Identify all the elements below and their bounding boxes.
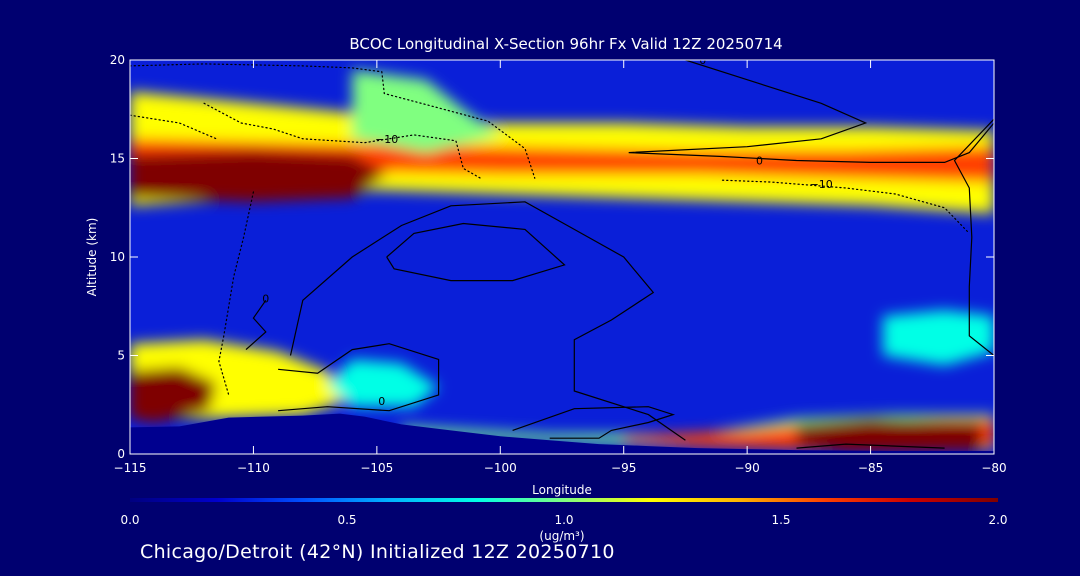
x-tick-label: −95: [611, 461, 636, 475]
colorbar-tick-label: 1.0: [554, 513, 573, 527]
colorbar-tick-label: 0.5: [337, 513, 356, 527]
contour-line-zero: [512, 406, 676, 439]
region-surface-west-core: [130, 367, 217, 423]
contour-label: −10: [375, 133, 398, 146]
contour-line-zero: [953, 118, 994, 356]
colorbar-tick-label: 2.0: [988, 513, 1007, 527]
colorbar: 0.0 0.5 1.0 1.5 2.0 (ug/m³): [120, 498, 1008, 543]
x-axis-label: Longitude: [532, 483, 592, 497]
y-axis: 0 5 10 15 20: [110, 53, 994, 461]
colorbar-ticks: 0.0 0.5 1.0 1.5 2.0: [120, 513, 1007, 527]
y-tick-label: 0: [117, 447, 125, 461]
x-axis: −115 −110 −105 −100 −95 −90 −85 −80: [114, 60, 1007, 475]
region-band-core: [130, 138, 994, 183]
region-plume-104: [327, 359, 439, 407]
contour-line-zero: [386, 222, 566, 282]
x-tick-label: −115: [114, 461, 147, 475]
plot-area: 0 0 0 0 −10 −10: [130, 54, 994, 454]
x-tick-label: −110: [237, 461, 270, 475]
contour-label: 0: [262, 292, 269, 305]
contour-line-negative: [218, 191, 254, 396]
y-tick-label: 10: [110, 250, 125, 264]
contour-label: −10: [810, 178, 833, 191]
colorbar-unit-label: (ug/m³): [539, 529, 584, 543]
colorbar-strip: [130, 498, 998, 502]
contour-line-zero: [628, 60, 994, 163]
contour-label: 0: [699, 54, 706, 67]
contour-line-negative: [130, 114, 217, 140]
footer-caption: Chicago/Detroit (42°N) Initialized 12Z 2…: [140, 541, 615, 563]
contour-line-negative: [203, 102, 482, 179]
contour-label: 0: [756, 155, 763, 168]
y-axis-label: Altitude (km): [85, 218, 99, 297]
chart-title: BCOC Longitudinal X-Section 96hr Fx Vali…: [349, 35, 782, 53]
colorbar-tick-label: 0.0: [120, 513, 139, 527]
region-east-midlevel: [882, 310, 994, 366]
terrain-mask: [130, 413, 994, 454]
contour-line-zero: [278, 343, 440, 412]
region-east-hotspot: [796, 418, 982, 452]
region-west-hotspot: [130, 150, 387, 202]
contour-line-zero: [289, 201, 686, 441]
y-tick-label: 20: [110, 53, 125, 67]
x-tick-label: −100: [484, 461, 517, 475]
x-tick-label: −90: [734, 461, 759, 475]
x-tick-label: −80: [981, 461, 1006, 475]
x-tick-label: −85: [858, 461, 883, 475]
contour-label: 0: [378, 395, 385, 408]
contour-line-zero: [796, 443, 945, 449]
contour-line-negative: [721, 179, 970, 234]
contour-line-zero: [245, 299, 267, 351]
y-tick-label: 5: [117, 349, 125, 363]
contour-lines: 0 0 0 0 −10 −10: [130, 54, 994, 449]
y-tick-label: 15: [110, 152, 125, 166]
x-tick-label: −105: [360, 461, 393, 475]
colorbar-tick-label: 1.5: [771, 513, 790, 527]
region-cyan-ridge: [352, 69, 501, 153]
